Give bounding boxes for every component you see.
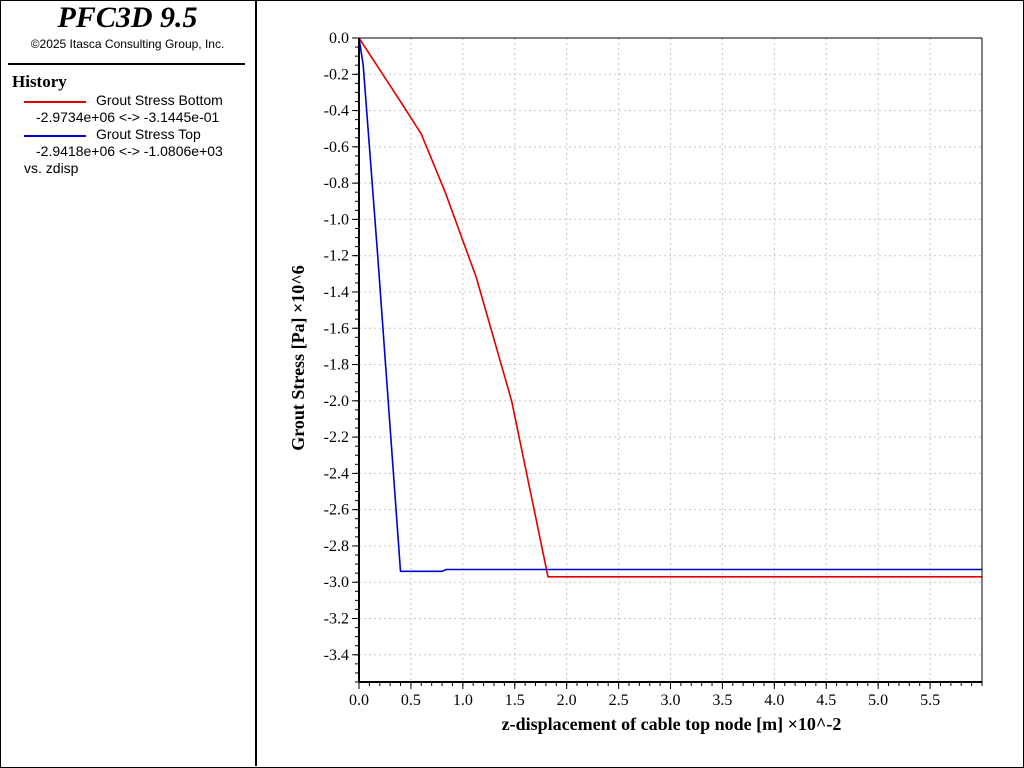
x-tick-label: 1.5 [505,692,525,709]
y-axis-title: Grout Stress [Pa] ×10^6 [288,265,308,451]
series-line-grout-stress-top [358,37,982,573]
x-tick-label: 3.5 [712,692,732,709]
y-tick-label: -1.2 [324,248,349,265]
legend-name-top: Grout Stress Top [96,126,201,142]
x-tick-label: 5.5 [920,692,940,709]
x-tick-label: 2.0 [557,692,577,709]
y-tick-label: -2.2 [324,429,349,446]
x-tick-label: 4.5 [816,692,836,709]
legend-swatch-bottom [24,101,86,103]
legend-vs-label: vs. zdisp [24,160,79,176]
y-tick-label: -0.2 [324,66,349,83]
x-tick-label: 4.0 [764,692,784,709]
y-tick-label: -1.0 [324,211,349,228]
y-tick-label: -3.2 [324,611,349,628]
y-tick-label: -1.4 [324,284,349,301]
y-tick-label: -2.8 [324,538,349,555]
app-title: PFC3D 9.5 [57,1,198,34]
x-axis-title: z-displacement of cable top node [m] ×10… [502,714,842,734]
legend-range-bottom: -2.9734e+06 <-> -3.1445e-01 [36,109,220,125]
x-tick-label: 0.5 [401,692,421,709]
x-tick-label: 0.0 [349,692,369,709]
legend-panel: PFC3D 9.5 ©2025 Itasca Consulting Group,… [0,0,257,766]
x-tick-label: 1.0 [453,692,473,709]
y-tick-label: -2.0 [324,393,349,410]
y-tick-label: 0.0 [329,30,349,47]
y-tick-label: -2.6 [324,502,349,519]
x-tick-label: 2.5 [609,692,629,709]
y-tick-label: -1.6 [324,320,349,337]
legend-swatch-top [24,135,86,137]
y-tick-label: -3.4 [324,647,349,664]
legend-range-top: -2.9418e+06 <-> -1.0806e+03 [36,143,223,159]
legend-name-bottom: Grout Stress Bottom [96,92,223,108]
y-tick-label: -0.4 [324,103,349,120]
history-heading: History [12,72,67,91]
series-line-grout-stress-bottom [358,37,982,578]
y-tick-label: -0.6 [324,139,349,156]
legend-divider [8,63,245,65]
y-tick-label: -3.0 [324,574,349,591]
y-tick-label: -0.8 [324,175,349,192]
x-tick-label: 3.0 [661,692,681,709]
y-tick-label: -2.4 [324,465,349,482]
copyright-text: ©2025 Itasca Consulting Group, Inc. [30,37,225,51]
x-tick-label: 5.0 [868,692,888,709]
y-tick-label: -1.8 [324,357,349,374]
